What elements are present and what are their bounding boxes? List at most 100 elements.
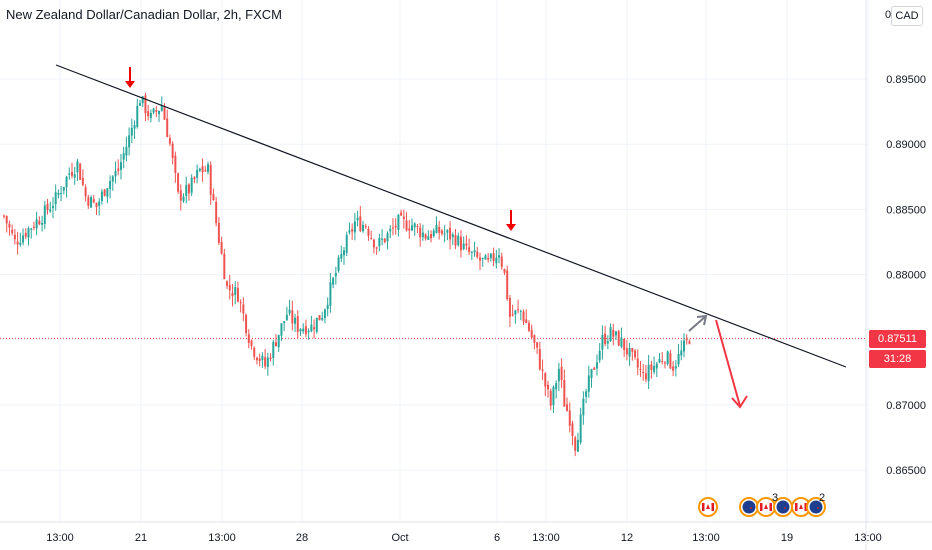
candle-body	[574, 437, 577, 451]
candle-body	[299, 329, 302, 332]
candle-body	[13, 234, 16, 240]
candle-body	[171, 143, 174, 158]
candle-body	[79, 163, 82, 180]
cad-event-icon-2-bar-l	[760, 503, 763, 511]
candle-body	[378, 237, 381, 247]
candle-body	[419, 227, 422, 238]
candle-body	[43, 205, 46, 224]
candle-body	[413, 223, 416, 228]
chart-title: New Zealand Dollar/Canadian Dollar, 2h, …	[6, 7, 283, 22]
candle-body	[16, 241, 19, 245]
candle-body	[212, 194, 215, 201]
candle-body	[190, 177, 193, 193]
candle-body	[609, 327, 612, 342]
candle-body	[168, 138, 171, 144]
candle-body	[598, 350, 601, 361]
candle-body	[517, 309, 520, 311]
candle-body	[288, 309, 291, 314]
candle-body	[266, 357, 269, 367]
nzd-event-icon-3-fill	[809, 500, 823, 514]
candle-body	[57, 192, 60, 195]
candle-body	[487, 257, 490, 260]
candle-body	[508, 297, 511, 317]
candle-body	[337, 257, 340, 271]
candle-body	[432, 230, 435, 237]
candle-body	[313, 327, 316, 330]
candle-body	[372, 239, 375, 248]
cad-event-icon-3-bar-r	[804, 503, 807, 511]
candle-body	[283, 321, 286, 323]
candle-body	[582, 398, 585, 416]
candle-body	[370, 237, 373, 239]
candle-body	[658, 359, 661, 363]
candle-body	[625, 348, 628, 355]
nzd-event-icon-3-star	[817, 507, 819, 509]
candle-body	[119, 162, 122, 170]
candle-body	[427, 236, 430, 240]
candle-body	[617, 330, 620, 346]
cad-event-icon-bar-l	[702, 503, 705, 511]
candle-body	[201, 166, 204, 173]
candle-body	[30, 228, 33, 230]
candle-body	[566, 404, 569, 411]
candle-body	[438, 226, 441, 233]
candle-body	[595, 362, 598, 369]
candle-body	[604, 333, 607, 345]
candle-body	[547, 384, 549, 390]
candle-body	[275, 342, 277, 347]
candle-body	[95, 202, 98, 208]
candle-body	[196, 170, 199, 178]
candle-body	[109, 181, 112, 189]
candle-body	[174, 155, 177, 173]
candle-body	[35, 219, 38, 229]
candle-body	[111, 176, 114, 182]
candle-body	[163, 107, 166, 120]
price-tick-label: 0.89500	[886, 74, 926, 86]
candle-body	[620, 337, 623, 347]
candle-body	[590, 369, 593, 379]
candle-body	[628, 347, 631, 357]
candle-body	[663, 362, 666, 364]
candle-body	[166, 118, 169, 137]
candle-body	[128, 135, 131, 148]
candle-body	[106, 188, 109, 197]
candle-body	[187, 184, 190, 194]
candle-body	[193, 177, 196, 180]
candle-body	[579, 414, 582, 443]
candle-body	[683, 340, 685, 352]
candle-body	[552, 386, 555, 406]
candle-body	[647, 364, 650, 381]
current-price-label: 0.87511	[869, 330, 926, 348]
candle-body	[606, 340, 609, 344]
price-tick-label: 0.89000	[886, 139, 926, 151]
candle-body	[451, 234, 454, 238]
candle-body	[217, 222, 220, 243]
candle-body	[318, 315, 321, 321]
projection-down-head	[731, 395, 748, 409]
candle-body	[674, 366, 677, 369]
candle-body	[81, 178, 84, 185]
candle-body	[672, 366, 675, 371]
candle-body	[353, 221, 356, 233]
candle-body	[364, 226, 367, 228]
candle-body	[315, 317, 318, 332]
candle-body	[612, 329, 615, 337]
candle-body	[430, 233, 433, 239]
candle-body	[601, 334, 604, 350]
candle-body	[46, 203, 49, 211]
candle-body	[522, 311, 525, 322]
candle-body	[435, 224, 438, 233]
candle-body	[343, 250, 345, 256]
candle-body	[250, 340, 253, 346]
event-count-a: 3	[772, 492, 778, 504]
candle-body	[571, 423, 574, 436]
candle-body	[484, 255, 487, 260]
time-tick-label: 19	[781, 532, 793, 544]
currency-button[interactable]: CAD	[891, 6, 923, 26]
candle-body	[405, 220, 408, 231]
candle-body	[359, 216, 362, 231]
candle-body	[182, 196, 185, 202]
candle-body	[650, 364, 653, 370]
